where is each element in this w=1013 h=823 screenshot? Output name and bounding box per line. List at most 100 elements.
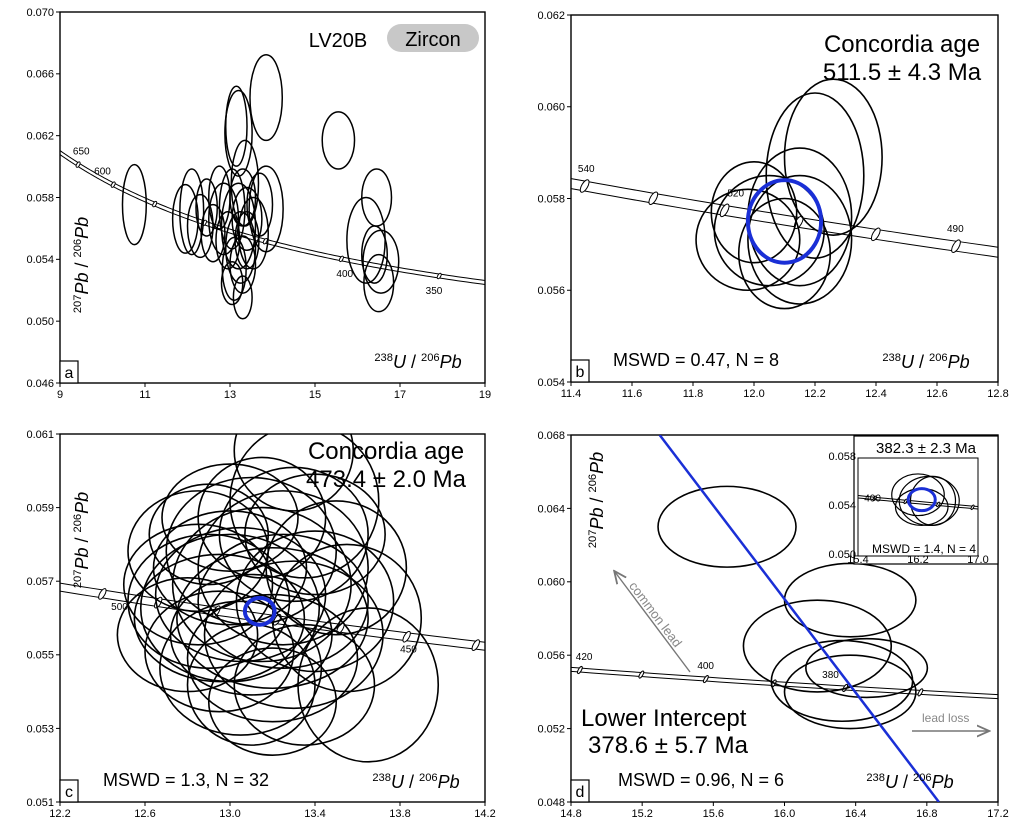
x-tick-label: 17.2 (987, 808, 1008, 820)
error-ellipse (229, 235, 257, 294)
x-axis-label: 238U / 206Pb (866, 772, 953, 792)
axis-label-part: Pb (72, 217, 92, 239)
x-tick-label: 12.0 (743, 388, 764, 400)
axis-label-part: / (406, 352, 421, 372)
lower-intercept-value: 378.6 ± 5.7 Ma (588, 732, 749, 759)
inset-y-tick-label: 0.058 (828, 451, 856, 463)
inset-error-ellipse (891, 473, 945, 517)
zircon-badge (387, 24, 479, 52)
panel-letter-c: c (65, 784, 73, 801)
error-ellipse (265, 500, 408, 636)
x-tick-label: 13.8 (389, 808, 410, 820)
inset-concordia-age-ellipse (906, 487, 937, 513)
error-ellipse (297, 607, 440, 763)
y-tick-label: 0.054 (26, 254, 54, 266)
y-tick-label: 0.070 (26, 7, 54, 19)
concordia-age-label: 420 (576, 652, 593, 663)
sample-label: LV20B (309, 30, 368, 52)
error-ellipse (783, 78, 883, 236)
error-ellipse (248, 165, 284, 253)
error-ellipse (249, 54, 284, 142)
inset-x-tick-label: 17.0 (967, 554, 988, 566)
lead-loss-label: lead loss (922, 711, 969, 725)
y-tick-label: 0.055 (26, 650, 54, 662)
axis-label-part: Pb (587, 452, 607, 474)
x-tick-label: 15.2 (631, 808, 652, 820)
concordia-age-marker (402, 630, 411, 643)
x-tick-label: 17 (394, 389, 406, 401)
panel-letter-a: a (65, 365, 74, 382)
error-ellipse (195, 178, 218, 237)
x-tick-label: 15 (309, 389, 321, 401)
concordia-age-label: 380 (822, 670, 839, 681)
axis-label-part: 206 (421, 352, 440, 364)
panel-c: 12.2 12.6 13.0 13.4 13.8 14.2 0.051 0.053 0.055 0… (26, 429, 495, 820)
error-ellipse (233, 434, 355, 512)
y-tick-label: 0.046 (26, 378, 54, 390)
concordia-age-label: 650 (73, 147, 90, 158)
axis-label-part: Pb (72, 273, 92, 295)
axis-label-part: 206 (587, 474, 599, 493)
error-ellipse (363, 253, 395, 313)
axis-label-part: 207 (72, 570, 84, 589)
concordia-age-label: 500 (111, 602, 128, 613)
y-tick-label: 0.062 (537, 10, 565, 22)
y-axis-label: 207Pb / 206Pb (587, 452, 607, 548)
axis-label-part: 238 (882, 352, 901, 364)
axis-label-part: / (898, 772, 913, 792)
concordia-age-marker (872, 495, 877, 502)
inset-chart: 15.4 16.2 17.0 0.050 0.054 0.058 400 382.3 ± 2.… (828, 435, 999, 566)
y-tick-label: 0.061 (26, 429, 54, 441)
panel-a: 9 11 13 15 17 19 0.046 0.050 0.054 0.058 0.062 0.06… (26, 7, 491, 401)
x-tick-label: 11 (139, 389, 150, 401)
axis-label-part: / (72, 257, 92, 272)
panel-d: 14.8 15.2 15.6 16.0 16.4 16.8 17.2 0.048 0.052 0.… (537, 430, 1008, 820)
x-tick-label: 14.2 (474, 808, 495, 820)
concordia-curve-lower (60, 153, 485, 285)
axis-label-part: 207 (587, 530, 599, 549)
error-ellipse (197, 490, 369, 646)
error-ellipse (154, 526, 327, 663)
axis-label-part: 206 (913, 772, 932, 784)
y-tick-label: 0.060 (537, 102, 565, 114)
concordia-age-label: 520 (727, 188, 744, 199)
axis-label-part: / (72, 532, 92, 547)
error-ellipse (747, 174, 853, 305)
error-ellipse (224, 89, 253, 177)
concordia-age-title: Concordia age (308, 438, 464, 465)
panel-letter-d: d (576, 784, 585, 801)
error-ellipse (148, 483, 270, 586)
axis-label-part: Pb (72, 492, 92, 514)
x-tick-label: 11.6 (622, 388, 643, 400)
error-ellipse (233, 623, 376, 746)
concordia-age-marker (648, 191, 659, 205)
error-ellipse (161, 463, 299, 572)
error-ellipse (783, 654, 917, 730)
error-ellipse (121, 163, 148, 246)
panel-c-frame (59, 433, 486, 803)
error-ellipse (230, 139, 260, 227)
axis-label-part: U (393, 352, 407, 372)
error-ellipse (232, 275, 253, 320)
error-ellipse (220, 260, 244, 306)
lower-intercept-title: Lower Intercept (581, 705, 747, 732)
axis-label-part: 206 (72, 514, 84, 533)
axis-label-part: 207 (72, 295, 84, 314)
concordia-age-label: 400 (336, 269, 353, 280)
x-tick-label: 19 (479, 389, 491, 401)
y-tick-label: 0.056 (537, 650, 565, 662)
error-ellipse (231, 186, 263, 252)
y-tick-label: 0.050 (26, 316, 54, 328)
error-ellipse (695, 188, 801, 292)
axis-label-part: Pb (587, 508, 607, 530)
error-ellipse (218, 466, 369, 603)
inset-y-tick-label: 0.050 (828, 549, 856, 561)
concordia-age-label: 350 (426, 286, 443, 297)
x-tick-label: 12.6 (926, 388, 947, 400)
x-tick-label: 14.8 (560, 808, 581, 820)
error-ellipse (176, 546, 369, 690)
error-ellipse (805, 637, 929, 699)
concordia-age-marker (338, 255, 344, 263)
y-tick-label: 0.064 (537, 503, 565, 515)
y-tick-label: 0.057 (26, 576, 54, 588)
